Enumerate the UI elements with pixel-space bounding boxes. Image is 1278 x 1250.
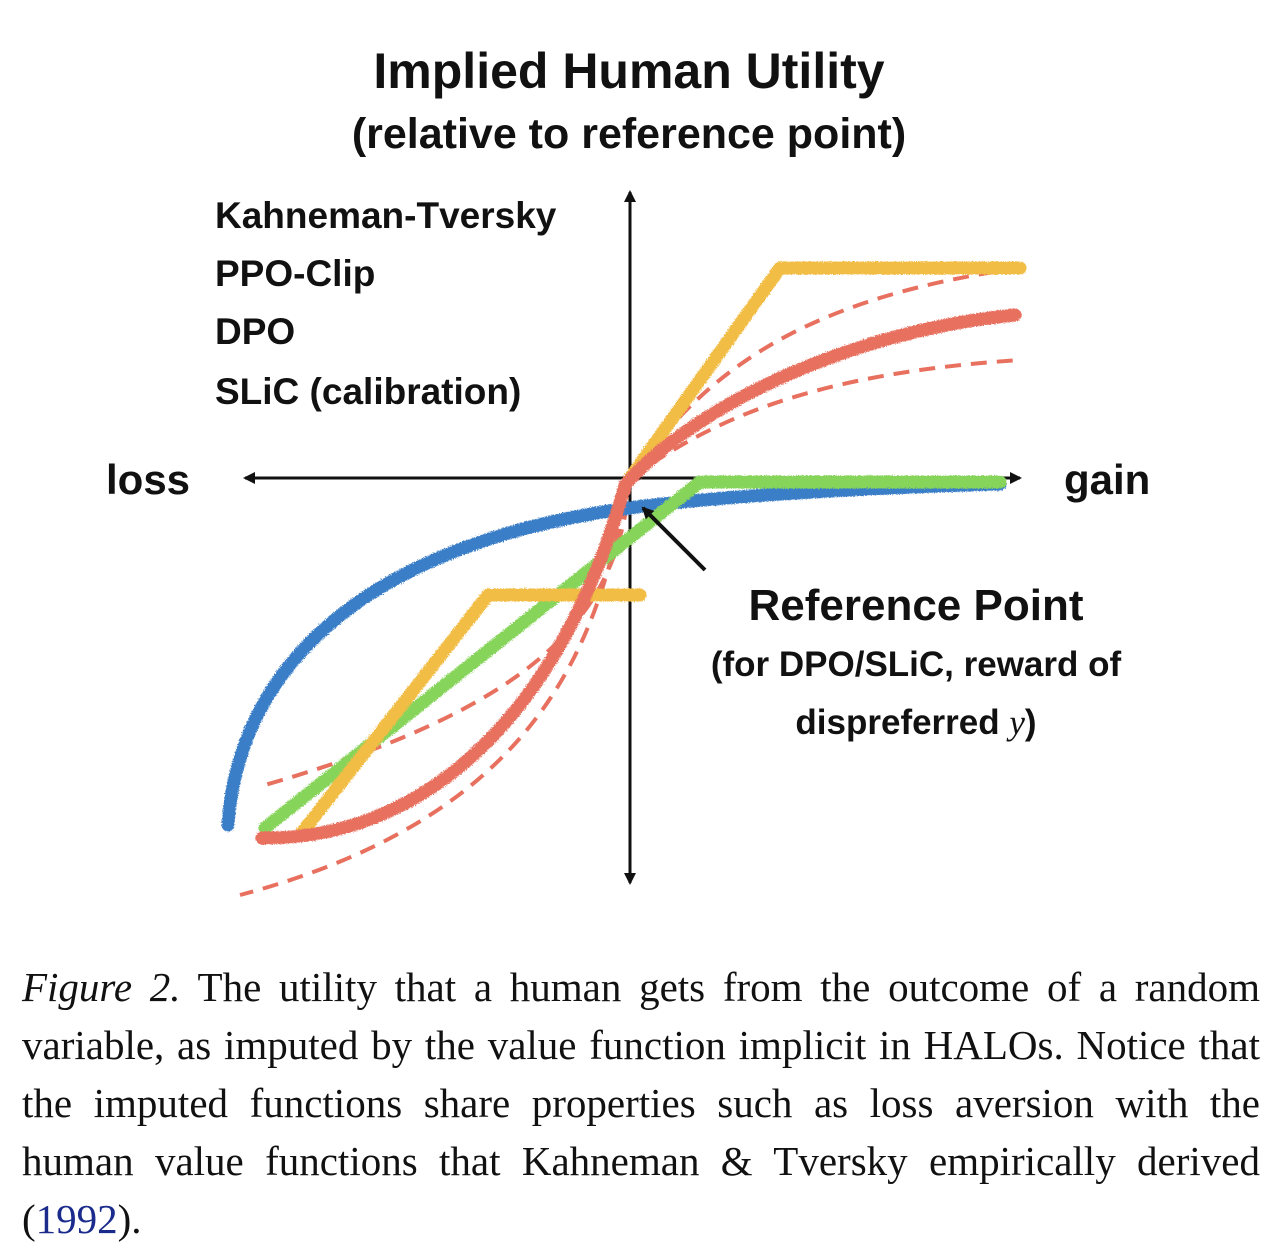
ppo-curve-upper — [623, 261, 1027, 485]
kt-band-lower-gain — [628, 358, 1021, 480]
kt-curve — [255, 308, 1022, 845]
axis-label-loss: loss — [106, 456, 190, 503]
caption-text-end: ). — [117, 1196, 142, 1242]
kt-band-lower-loss — [239, 477, 632, 897]
caption-citation-link[interactable]: 1992 — [35, 1196, 118, 1242]
ppo-curve-lower — [293, 588, 647, 842]
caption-label: Figure 2. — [22, 964, 181, 1010]
figure-caption: Figure 2. The utility that a human gets … — [22, 958, 1260, 1248]
reference-point-arrow — [641, 506, 707, 572]
kt-band-upper-gain — [628, 266, 1021, 480]
utility-figure: Implied Human Utility (relative to refer… — [106, 43, 1150, 897]
caption-text: The utility that a human gets from the o… — [22, 964, 1260, 1242]
chart-subtitle: (relative to reference point) — [352, 110, 906, 158]
reference-point-note-line2: dispreferred y) — [795, 703, 1036, 742]
legend: Kahneman-Tversky PPO-Clip DPO SLiC (cali… — [108, 195, 557, 412]
reference-point-note-line1: (for DPO/SLiC, reward of — [711, 645, 1122, 684]
legend-label-dpo: DPO — [215, 311, 295, 352]
legend-label-slic: SLiC (calibration) — [215, 371, 521, 412]
reference-point-title: Reference Point — [749, 581, 1084, 630]
legend-label-ppo: PPO-Clip — [215, 253, 375, 294]
chart-title: Implied Human Utility — [373, 43, 884, 99]
dpo-curve — [221, 477, 1007, 832]
slic-curve — [258, 475, 1007, 835]
legend-label-kt: Kahneman-Tversky — [215, 195, 557, 236]
axis-label-gain: gain — [1064, 456, 1150, 503]
